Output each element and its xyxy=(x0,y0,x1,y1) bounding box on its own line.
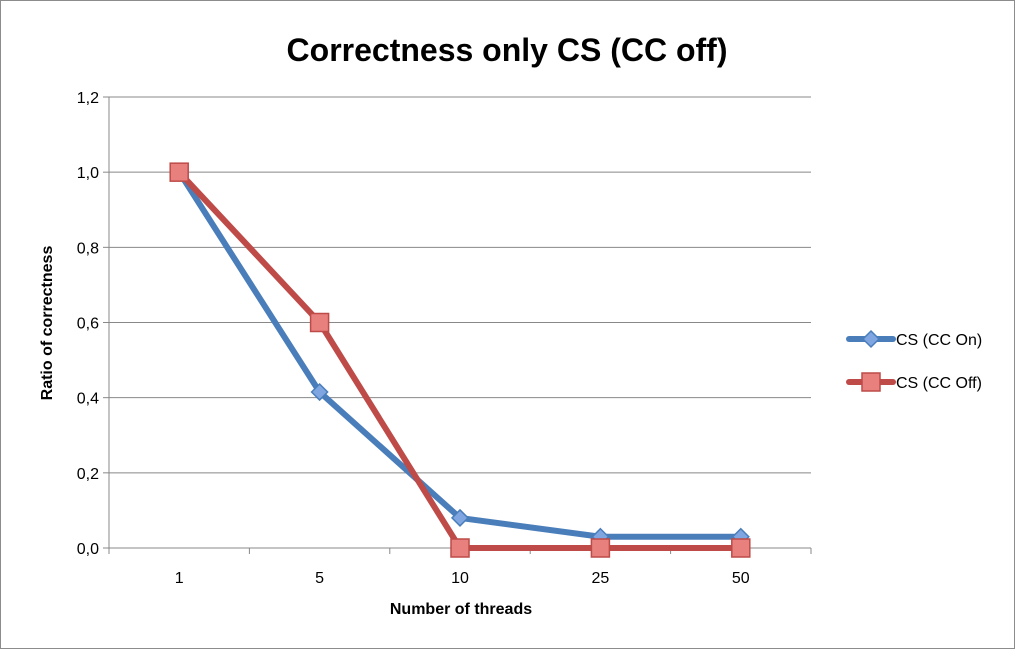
data-point xyxy=(450,538,470,558)
x-axis-title: Number of threads xyxy=(390,601,532,618)
y-tick-labels: 0,0 0,2 0,4 0,6 0,8 1,0 1,2 xyxy=(77,90,99,558)
data-point xyxy=(450,508,470,527)
x-tick-label: 50 xyxy=(732,570,750,587)
data-point xyxy=(310,382,329,402)
y-tick-label: 1,2 xyxy=(77,90,99,107)
series xyxy=(169,162,751,558)
chart-title: Correctness only CS (CC off) xyxy=(287,32,728,68)
x-tick-labels: 1 5 10 25 50 xyxy=(175,570,750,587)
data-point xyxy=(169,162,189,182)
axes xyxy=(103,96,812,554)
legend-label: CS (CC Off) xyxy=(896,375,982,392)
data-point xyxy=(590,538,611,558)
y-tick-label: 1,0 xyxy=(77,165,99,182)
data-point xyxy=(309,312,330,333)
data-point xyxy=(731,538,751,558)
grid-lines xyxy=(109,96,811,474)
y-tick-label: 0,8 xyxy=(77,240,99,257)
legend: CS (CC On) CS (CC Off) xyxy=(846,329,982,392)
y-tick-label: 0,4 xyxy=(77,391,99,408)
data-point xyxy=(861,372,881,392)
legend-item: CS (CC Off) xyxy=(846,372,982,392)
x-tick-label: 25 xyxy=(592,570,610,587)
series-line xyxy=(176,169,744,551)
legend-item: CS (CC On) xyxy=(846,329,982,349)
y-tick-label: 0,2 xyxy=(77,466,99,483)
y-tick-label: 0,0 xyxy=(77,541,99,558)
series-1 xyxy=(170,163,750,546)
x-tick-label: 1 xyxy=(175,570,184,587)
data-point xyxy=(861,329,881,349)
series-line xyxy=(176,169,744,540)
y-tick-label: 0,6 xyxy=(77,316,99,333)
series-2 xyxy=(169,162,751,558)
x-tick-label: 10 xyxy=(451,570,469,587)
legend-label: CS (CC On) xyxy=(896,332,982,349)
y-axis-title: Ratio of correctness xyxy=(39,246,56,401)
x-tick-label: 5 xyxy=(315,570,324,587)
